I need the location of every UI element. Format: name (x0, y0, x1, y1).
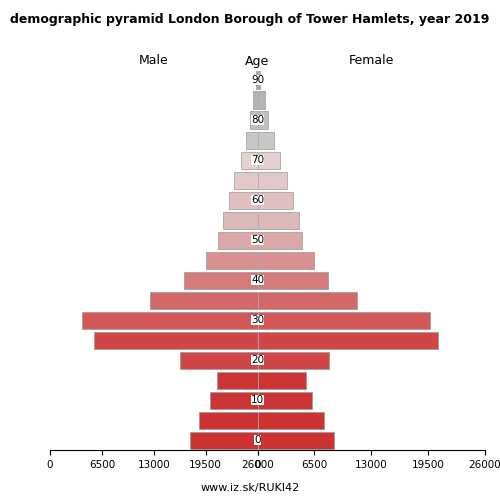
Text: Age: Age (246, 54, 270, 68)
Bar (184, 272, 258, 288)
Bar (258, 392, 312, 408)
Bar (223, 212, 258, 228)
Bar (258, 72, 260, 88)
Bar (258, 412, 324, 428)
Text: Female: Female (348, 54, 394, 68)
Bar (258, 232, 302, 248)
Bar (258, 132, 274, 148)
Bar (94, 332, 258, 348)
Text: 40: 40 (251, 275, 264, 285)
Bar (258, 352, 329, 368)
Bar (206, 252, 258, 268)
Text: 50: 50 (251, 235, 264, 245)
Text: 10: 10 (251, 395, 264, 405)
Bar (258, 432, 334, 448)
Bar (252, 92, 258, 108)
Text: Male: Male (139, 54, 168, 68)
Bar (229, 192, 258, 208)
Bar (199, 412, 258, 428)
Text: demographic pyramid London Borough of Tower Hamlets, year 2019: demographic pyramid London Borough of To… (10, 12, 490, 26)
Bar (258, 272, 328, 288)
Bar (250, 112, 258, 128)
Bar (258, 92, 264, 108)
Bar (258, 312, 430, 328)
Text: 0: 0 (254, 435, 261, 445)
Bar (180, 352, 258, 368)
Text: 20: 20 (251, 355, 264, 365)
Text: 70: 70 (251, 155, 264, 165)
Text: 60: 60 (251, 195, 264, 205)
Bar (234, 172, 258, 188)
Bar (258, 152, 280, 168)
Bar (258, 212, 298, 228)
Bar (258, 172, 287, 188)
Bar (258, 192, 294, 208)
Bar (190, 432, 258, 448)
Bar (258, 112, 268, 128)
Bar (258, 372, 306, 388)
Text: 30: 30 (251, 315, 264, 325)
Text: 90: 90 (251, 75, 264, 85)
Bar (217, 372, 258, 388)
Bar (258, 332, 438, 348)
Bar (150, 292, 258, 308)
Bar (218, 232, 258, 248)
Text: www.iz.sk/RUKI42: www.iz.sk/RUKI42 (200, 482, 300, 492)
Bar (82, 312, 258, 328)
Bar (258, 292, 357, 308)
Bar (256, 72, 258, 88)
Bar (246, 132, 258, 148)
Text: 80: 80 (251, 115, 264, 125)
Bar (240, 152, 258, 168)
Bar (210, 392, 258, 408)
Bar (258, 252, 314, 268)
